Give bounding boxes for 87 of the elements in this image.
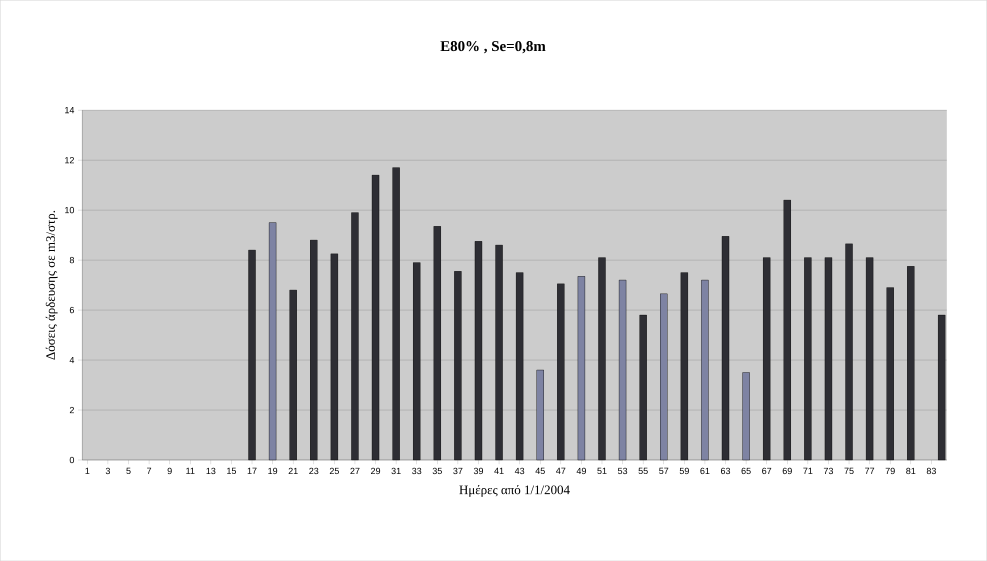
y-tick-label: 6 xyxy=(70,306,74,314)
x-tick-label: 47 xyxy=(556,468,566,474)
x-tick-label: 57 xyxy=(659,468,668,474)
x-tick-label: 31 xyxy=(391,468,401,474)
x-tick-label: 53 xyxy=(618,468,628,474)
bar xyxy=(886,287,894,460)
bar xyxy=(413,262,420,460)
x-tick-label: 29 xyxy=(371,468,380,474)
x-tick-label: 1 xyxy=(86,468,90,474)
y-axis-title: Δόσεις άρδευσης σε m3/στρ. xyxy=(46,210,58,360)
x-tick-label: 75 xyxy=(844,468,854,474)
bar xyxy=(351,212,359,460)
bar xyxy=(722,236,730,460)
x-tick-label: 17 xyxy=(248,468,257,474)
x-tick-label: 25 xyxy=(330,468,339,474)
bar xyxy=(392,167,400,460)
bar xyxy=(495,244,503,460)
bar xyxy=(578,276,586,460)
bar xyxy=(660,294,668,460)
x-tick-label: 51 xyxy=(597,468,607,474)
bar xyxy=(866,257,874,460)
bar xyxy=(804,257,812,460)
chart-title: E80% , Se=0,8m xyxy=(440,40,546,54)
bar xyxy=(824,257,832,460)
x-tick-label: 63 xyxy=(720,468,730,474)
y-tick-label: 10 xyxy=(65,206,74,214)
bar xyxy=(762,257,770,460)
bar xyxy=(434,226,441,460)
bar xyxy=(938,314,946,460)
bar xyxy=(372,174,380,460)
y-tick-label: 4 xyxy=(70,356,74,364)
x-tick-label: 73 xyxy=(824,468,834,474)
x-tick-label: 45 xyxy=(535,468,545,474)
x-tick-label: 65 xyxy=(742,468,751,474)
bar xyxy=(845,244,853,460)
x-tick-label: 41 xyxy=(494,468,504,474)
x-tick-label: 35 xyxy=(432,468,442,474)
x-tick-label: 7 xyxy=(147,468,152,474)
x-tick-label: 33 xyxy=(412,468,422,474)
bar xyxy=(680,272,688,460)
y-tick-label: 8 xyxy=(70,256,74,264)
bar xyxy=(618,280,626,460)
bar xyxy=(557,284,565,460)
x-tick-label: 49 xyxy=(576,468,586,474)
bar xyxy=(598,257,606,460)
bar xyxy=(248,250,256,460)
y-tick-label: 2 xyxy=(70,406,74,414)
x-tick-label: 23 xyxy=(309,468,318,474)
x-tick-label: 61 xyxy=(700,468,710,474)
x-tick-label: 69 xyxy=(782,468,792,474)
bar xyxy=(268,222,276,460)
y-tick-label: 14 xyxy=(65,106,74,114)
bar xyxy=(701,280,709,460)
bar xyxy=(454,271,462,460)
x-tick-label: 79 xyxy=(886,468,895,474)
x-tick-label: 3 xyxy=(106,468,110,474)
x-tick-label: 21 xyxy=(288,468,298,474)
x-tick-label: 39 xyxy=(474,468,484,474)
x-tick-label: 19 xyxy=(268,468,278,474)
bar xyxy=(289,290,297,460)
bar xyxy=(536,370,544,460)
bar xyxy=(474,241,482,460)
x-tick-label: 55 xyxy=(638,468,648,474)
x-tick-label: 9 xyxy=(168,468,172,474)
x-tick-label: 77 xyxy=(865,468,874,474)
x-tick-label: 43 xyxy=(514,468,524,474)
x-tick-label: 15 xyxy=(227,468,236,474)
y-tick-label: 12 xyxy=(65,156,74,164)
x-tick-label: 11 xyxy=(186,468,194,474)
x-tick-label: 13 xyxy=(206,468,216,474)
x-axis-title: Ημέρες από 1/1/2004 xyxy=(459,484,570,497)
x-tick-label: 27 xyxy=(350,468,360,474)
bar xyxy=(742,372,750,460)
bar xyxy=(330,254,338,460)
x-tick-label: 71 xyxy=(803,468,812,474)
bar xyxy=(639,314,647,460)
x-tick-label: 37 xyxy=(453,468,462,474)
y-tick-label: 0 xyxy=(70,456,74,464)
bar xyxy=(310,240,318,460)
x-tick-label: 5 xyxy=(126,468,131,474)
bar xyxy=(907,266,914,460)
x-tick-label: 81 xyxy=(906,468,916,474)
bar xyxy=(516,272,524,460)
x-tick-label: 83 xyxy=(926,468,936,474)
x-tick-label: 67 xyxy=(762,468,772,474)
bar xyxy=(784,200,791,460)
x-tick-label: 59 xyxy=(680,468,689,474)
